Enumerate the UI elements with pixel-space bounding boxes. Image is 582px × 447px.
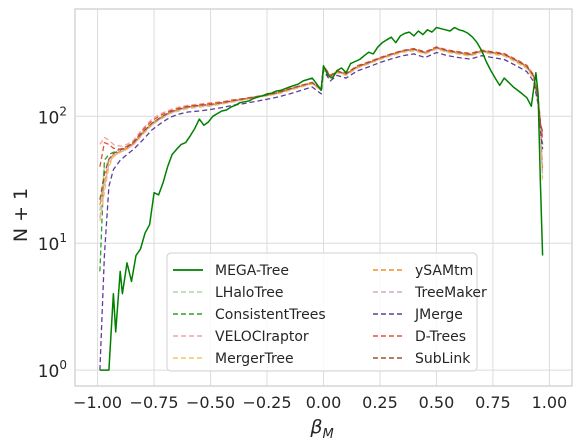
x-tick-label: 1.00 xyxy=(532,393,568,412)
legend-box xyxy=(166,252,478,372)
x-tick-label: 0.50 xyxy=(419,393,455,412)
legend-label-consistenttrees: ConsistentTrees xyxy=(215,307,326,323)
y-tick-exponent: 2 xyxy=(59,104,67,118)
grid-lines xyxy=(75,9,572,386)
y-tick-base: 10 xyxy=(38,235,60,255)
y-tick-exponent: 1 xyxy=(59,231,67,245)
series-line-mega-tree xyxy=(99,26,544,371)
y-axis-label: N + 1 xyxy=(10,188,32,242)
legend-label-lhalotree: LHaloTree xyxy=(215,285,284,301)
legend-label-velociraptor: VELOCIraptor xyxy=(215,329,309,345)
x-tick-label: −0.75 xyxy=(130,393,179,412)
series-lines xyxy=(99,26,544,371)
x-axis-label-main: β xyxy=(309,416,322,438)
x-axis-label: βM xyxy=(309,416,333,442)
y-tick-exponent: 0 xyxy=(59,358,67,372)
x-tick-label: −0.25 xyxy=(243,393,292,412)
tick-labels: −1.00 −0.75 −0.50 −0.25 0.00 0.25 0.50 0.75 1.00… xyxy=(38,104,568,412)
legend-label-sublink: SubLink xyxy=(415,351,471,367)
y-tick-base: 10 xyxy=(38,362,60,382)
y-tick-base: 10 xyxy=(38,108,60,128)
y-tick-label: 102 xyxy=(38,104,67,128)
x-tick-label: 0.75 xyxy=(475,393,511,412)
legend-label-mega-tree: MEGA-Tree xyxy=(215,263,289,279)
x-axis-label-subscript: M xyxy=(322,427,333,442)
legend-label-jmerge: JMerge xyxy=(414,307,463,323)
y-tick-label: 100 xyxy=(38,358,67,382)
y-tick-label: 101 xyxy=(38,231,67,255)
plot-frame xyxy=(74,8,573,387)
x-tick-label: 0.25 xyxy=(362,393,398,412)
series-line-jmerge xyxy=(99,51,544,371)
legend-label-d-trees: D-Trees xyxy=(415,329,466,345)
legend-label-ysamtm: ySAMtm xyxy=(415,263,473,279)
legend: MEGA-Tree LHaloTree ConsistentTrees VELOCIr… xyxy=(166,252,487,372)
legend-label-mergertree: MergerTree xyxy=(215,351,294,367)
x-tick-label: −1.00 xyxy=(73,393,122,412)
legend-label-treemaker: TreeMaker xyxy=(414,285,487,301)
x-tick-label: 0.00 xyxy=(306,393,342,412)
x-tick-label: −0.50 xyxy=(186,393,235,412)
